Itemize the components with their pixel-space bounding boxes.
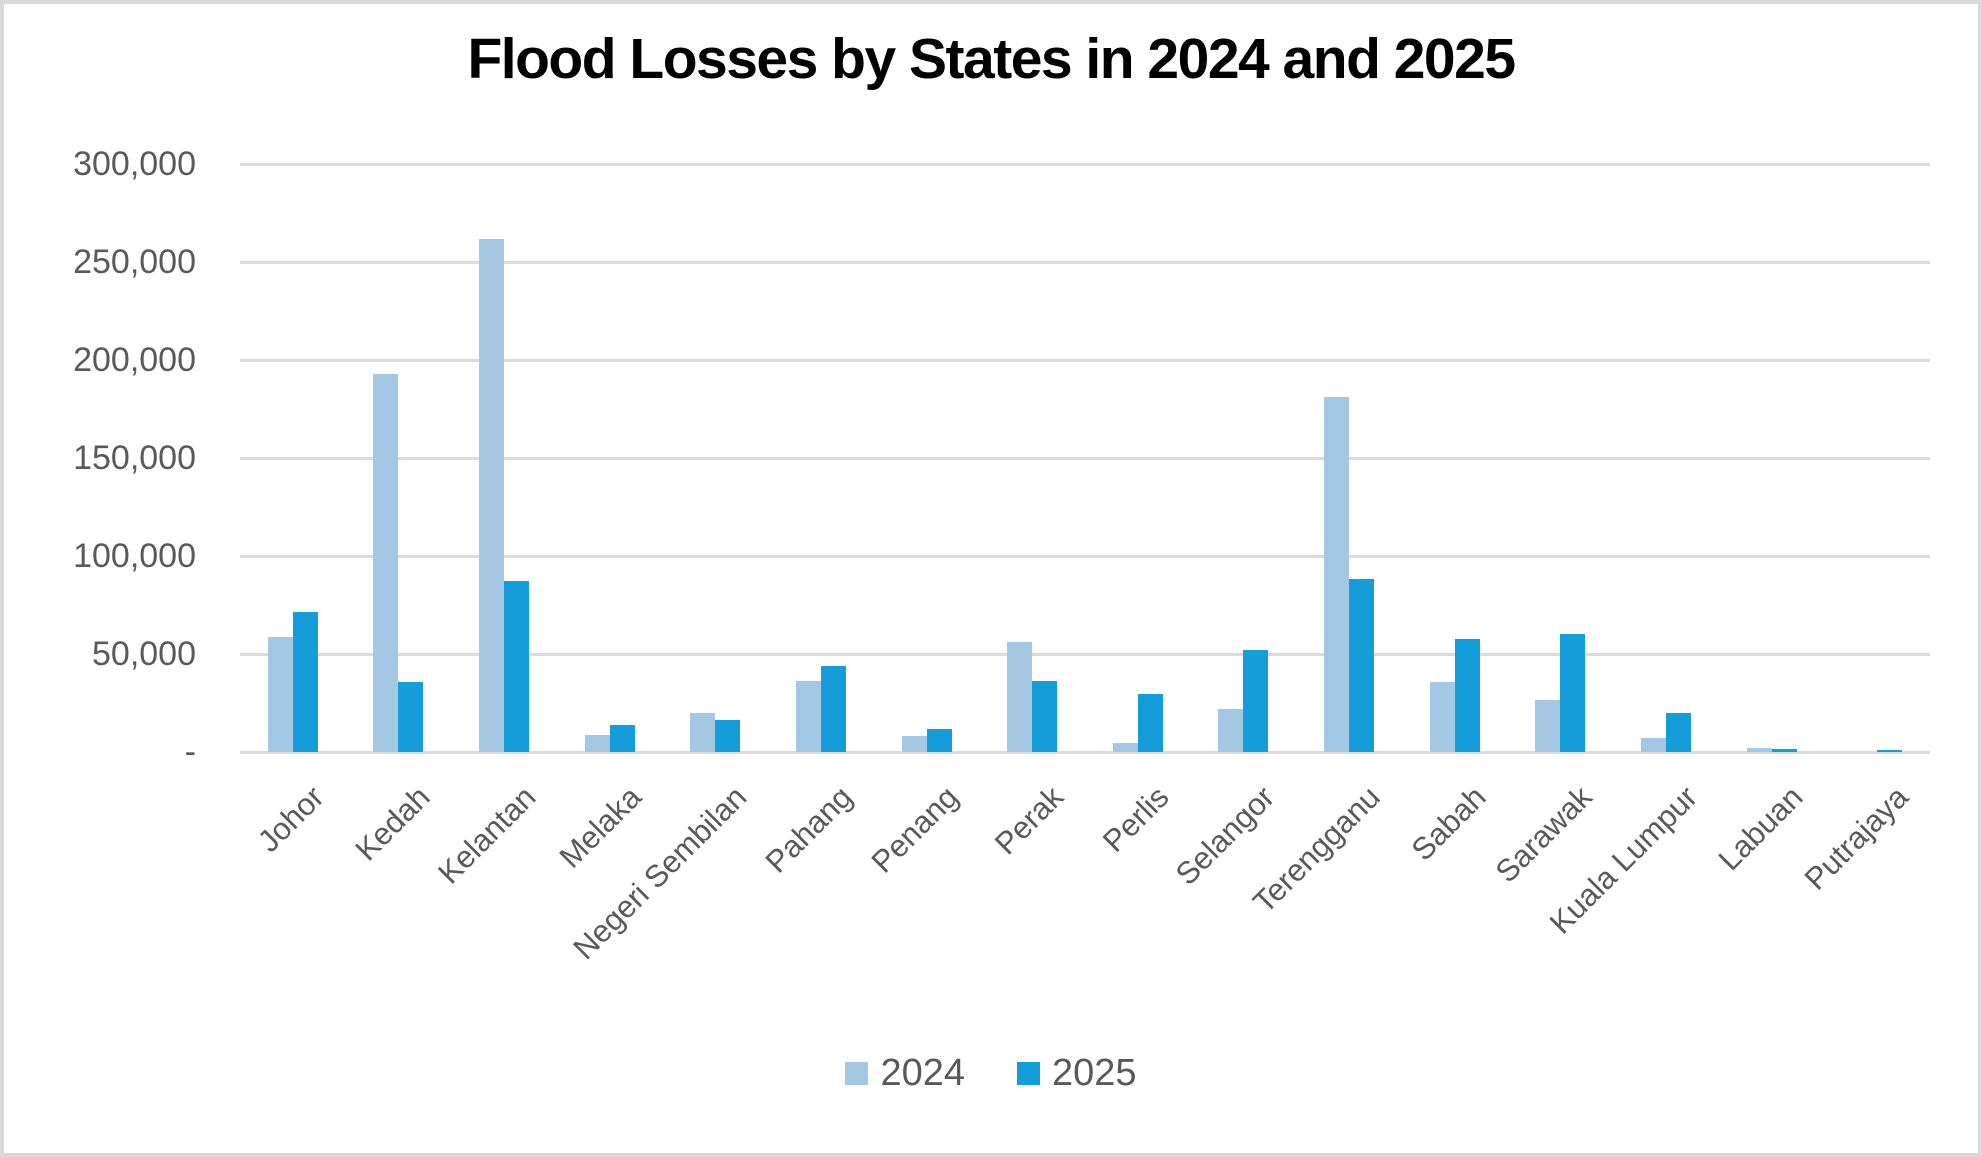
bar-perak-2025 bbox=[1032, 681, 1058, 752]
x-axis-label-sabah: Sabah bbox=[1404, 779, 1493, 868]
bar-kuala-lumpur-2025 bbox=[1665, 713, 1691, 752]
x-axis-label-penang: Penang bbox=[864, 779, 965, 880]
bar-perak-2024 bbox=[1007, 642, 1033, 752]
x-axis-label-johor: Johor bbox=[251, 779, 331, 859]
bar-sarawak-2024 bbox=[1535, 700, 1561, 752]
plot-area: - 50,000 100,000 150,000 200,000 250,000 300,0… bbox=[4, 4, 1978, 1153]
x-axis-label-kedah: Kedah bbox=[348, 779, 437, 868]
y-axis-tick-label: 150,000 bbox=[73, 439, 196, 477]
bar-kelantan-2024 bbox=[479, 239, 505, 752]
y-axis-tick-label: 50,000 bbox=[92, 635, 196, 673]
chart-title: Flood Losses by States in 2024 and 2025 bbox=[467, 27, 1516, 91]
gridline-50000 bbox=[240, 652, 1930, 656]
bar-kedah-2025 bbox=[398, 682, 424, 752]
gridline-200000 bbox=[240, 358, 1930, 362]
x-axis-label-perlis: Perlis bbox=[1096, 779, 1176, 859]
legend-swatch-2025 bbox=[1017, 1062, 1040, 1085]
bar-kedah-2024 bbox=[373, 374, 399, 752]
bar-sarawak-2025 bbox=[1560, 634, 1586, 752]
bar-johor-2024 bbox=[267, 637, 293, 752]
bar-pahang-2024 bbox=[795, 681, 821, 752]
legend-label-2024: 2024 bbox=[880, 1052, 965, 1094]
bar-penang-2025 bbox=[926, 729, 952, 752]
gridline-0 bbox=[240, 750, 1930, 754]
x-axis-label-perak: Perak bbox=[988, 779, 1071, 862]
bar-negeri-sembilan-2025 bbox=[715, 720, 741, 752]
x-axis-label-putrajaya: Putrajaya bbox=[1797, 779, 1916, 897]
bar-kuala-lumpur-2024 bbox=[1640, 738, 1666, 752]
bar-melaka-2024 bbox=[584, 735, 610, 752]
legend-item-2025: 2025 bbox=[1017, 1052, 1137, 1095]
bar-selangor-2025 bbox=[1243, 650, 1269, 752]
gridline-100000 bbox=[240, 554, 1930, 558]
x-axis-label-melaka: Melaka bbox=[552, 779, 648, 875]
legend: 2024 2025 bbox=[4, 1052, 1978, 1095]
y-axis-tick-label: 100,000 bbox=[73, 537, 196, 575]
y-axis-tick-label: 300,000 bbox=[73, 145, 196, 183]
bar-pahang-2025 bbox=[820, 666, 846, 752]
y-axis-tick-label: - bbox=[184, 733, 196, 771]
legend-label-2025: 2025 bbox=[1052, 1052, 1137, 1094]
bar-selangor-2024 bbox=[1218, 709, 1244, 752]
bar-negeri-sembilan-2024 bbox=[690, 713, 716, 752]
bar-johor-2025 bbox=[292, 612, 318, 752]
bar-terengganu-2025 bbox=[1349, 579, 1375, 752]
x-axis-label-pahang: Pahang bbox=[758, 779, 859, 880]
bar-labuan-2025 bbox=[1771, 749, 1797, 752]
gridline-300000 bbox=[240, 162, 1930, 166]
bar-terengganu-2024 bbox=[1324, 397, 1350, 752]
bar-sabah-2024 bbox=[1429, 682, 1455, 752]
legend-swatch-2024 bbox=[845, 1062, 869, 1085]
bar-putrajaya-2025 bbox=[1877, 750, 1903, 752]
bar-sabah-2025 bbox=[1454, 639, 1480, 752]
bar-melaka-2025 bbox=[609, 725, 635, 752]
gridline-150000 bbox=[240, 456, 1930, 460]
bar-penang-2024 bbox=[901, 736, 927, 752]
bar-labuan-2024 bbox=[1746, 748, 1772, 752]
bar-kelantan-2025 bbox=[504, 581, 530, 752]
x-axis-label-sarawak: Sarawak bbox=[1488, 779, 1599, 890]
legend-item-2024: 2024 bbox=[845, 1052, 965, 1095]
y-axis-tick-label: 250,000 bbox=[73, 243, 196, 281]
gridline-250000 bbox=[240, 260, 1930, 264]
bar-perlis-2024 bbox=[1112, 743, 1138, 752]
y-axis-tick-label: 200,000 bbox=[73, 341, 196, 379]
x-axis-label-kelantan: Kelantan bbox=[430, 779, 543, 891]
x-axis-label-labuan: Labuan bbox=[1711, 779, 1810, 878]
bar-perlis-2025 bbox=[1137, 694, 1163, 752]
